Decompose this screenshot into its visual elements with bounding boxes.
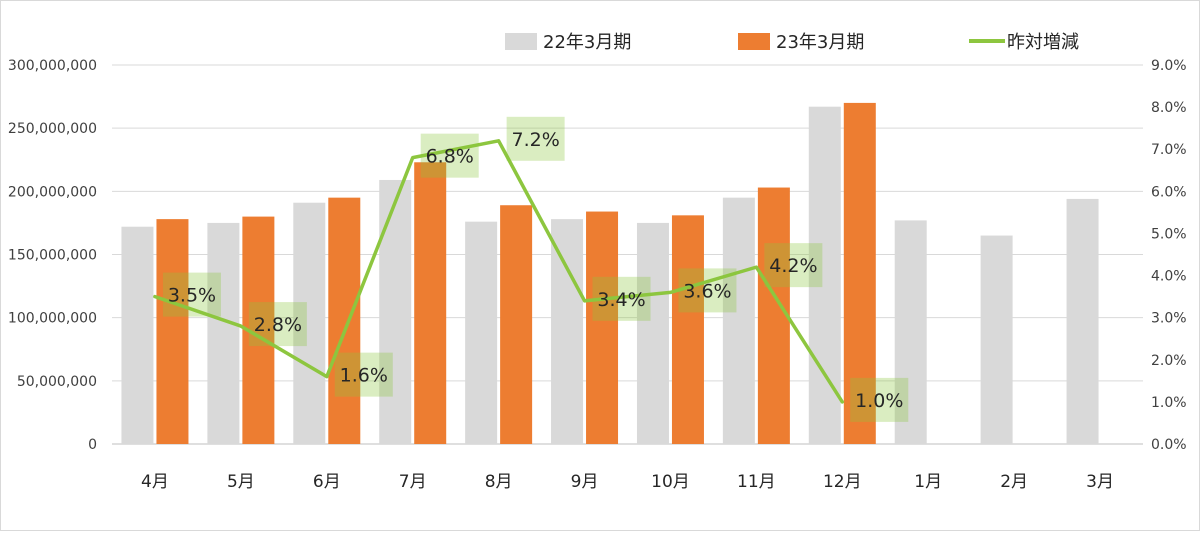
data-label-box	[248, 302, 307, 347]
bar-23	[414, 162, 447, 444]
x-axis-category-label: 1月	[914, 472, 942, 492]
right-axis-tick-label: 1.0%	[1151, 395, 1187, 411]
data-label-box	[506, 116, 565, 161]
x-axis-category-label: 9月	[571, 472, 599, 492]
left-axis-tick-label: 0	[88, 437, 97, 453]
data-labels: 3.5% 2.8% 1.6% 6.8% 7.2% 3.4% 3.6% 4.2% 1.0%	[162, 116, 909, 422]
data-label: 3.5%	[168, 285, 216, 307]
x-axis-category-label: 2月	[1000, 472, 1028, 492]
bar-23	[586, 211, 619, 444]
bar-22	[636, 222, 669, 444]
right-axis-tick-label: 6.0%	[1151, 184, 1187, 200]
data-label: 7.2%	[511, 129, 559, 151]
x-axis-category-label: 6月	[313, 472, 341, 492]
data-label-box	[764, 243, 823, 288]
right-axis-tick-label: 5.0%	[1151, 226, 1187, 242]
left-axis-tick-label: 300,000,000	[8, 58, 97, 74]
x-axis-category-label: 10月	[651, 472, 690, 492]
bar-23	[328, 197, 361, 444]
data-label-box	[420, 133, 479, 178]
data-label-box	[850, 377, 909, 422]
left-axis-tick-label: 100,000,000	[8, 311, 97, 327]
bar-22	[379, 179, 412, 445]
bar-22	[121, 226, 154, 444]
bar-23	[843, 102, 876, 445]
bar-22	[551, 219, 584, 444]
line-series	[153, 139, 845, 404]
bar-22	[1066, 198, 1099, 444]
legend-label: 23年3月期	[776, 32, 864, 53]
data-label: 3.4%	[597, 289, 645, 311]
bar-23	[156, 219, 189, 444]
left-axis-tick-label: 200,000,000	[8, 184, 97, 200]
legend-swatch	[738, 33, 770, 50]
axes: 0 50,000,000 100,000,000 150,000,000 200,000…	[8, 58, 1187, 492]
x-axis-category-label: 3月	[1086, 472, 1114, 492]
data-label-box	[678, 268, 737, 313]
gridlines	[112, 64, 1143, 445]
bar-23	[500, 205, 533, 444]
data-label: 6.8%	[426, 146, 474, 168]
right-axis-tick-label: 0.0%	[1151, 437, 1187, 453]
left-axis-tick-label: 50,000,000	[17, 374, 97, 390]
x-axis-category-label: 12月	[823, 472, 862, 492]
x-axis-category-label: 7月	[399, 472, 427, 492]
x-axis-category-label: 4月	[141, 472, 169, 492]
data-label: 1.0%	[855, 390, 903, 412]
legend-swatch	[505, 33, 537, 50]
bar-22	[465, 221, 498, 444]
right-axis-tick-label: 9.0%	[1151, 58, 1187, 74]
bar-23	[757, 187, 790, 444]
left-axis-tick-label: 250,000,000	[8, 121, 97, 137]
data-label: 2.8%	[254, 314, 302, 336]
bar-22	[293, 202, 326, 444]
bar-22	[980, 235, 1013, 444]
legend: 22年3月期 23年3月期 昨対増減	[505, 32, 1079, 53]
right-axis-tick-label: 4.0%	[1151, 269, 1187, 285]
right-axis-tick-label: 2.0%	[1151, 353, 1187, 369]
x-axis-category-label: 11月	[737, 472, 776, 492]
legend-label: 昨対増減	[1007, 32, 1079, 53]
data-label-box	[162, 272, 221, 317]
bar-22	[207, 222, 240, 444]
legend-label: 22年3月期	[543, 32, 631, 53]
bar-22	[808, 106, 841, 444]
right-axis-tick-label: 3.0%	[1151, 311, 1187, 327]
data-label-box	[334, 352, 393, 397]
data-label: 3.6%	[683, 280, 731, 302]
bar-22	[894, 220, 927, 444]
data-label: 4.2%	[769, 255, 817, 277]
yoy-line	[153, 139, 845, 404]
data-label-box	[592, 276, 651, 321]
bar-23	[671, 215, 704, 444]
data-label: 1.6%	[340, 365, 388, 387]
x-axis-category-label: 8月	[485, 472, 513, 492]
right-axis-tick-label: 8.0%	[1151, 100, 1187, 116]
x-axis-category-label: 5月	[227, 472, 255, 492]
right-axis-tick-label: 7.0%	[1151, 142, 1187, 158]
bar-22	[722, 197, 755, 444]
bars	[121, 102, 1099, 445]
left-axis-tick-label: 150,000,000	[8, 248, 97, 264]
